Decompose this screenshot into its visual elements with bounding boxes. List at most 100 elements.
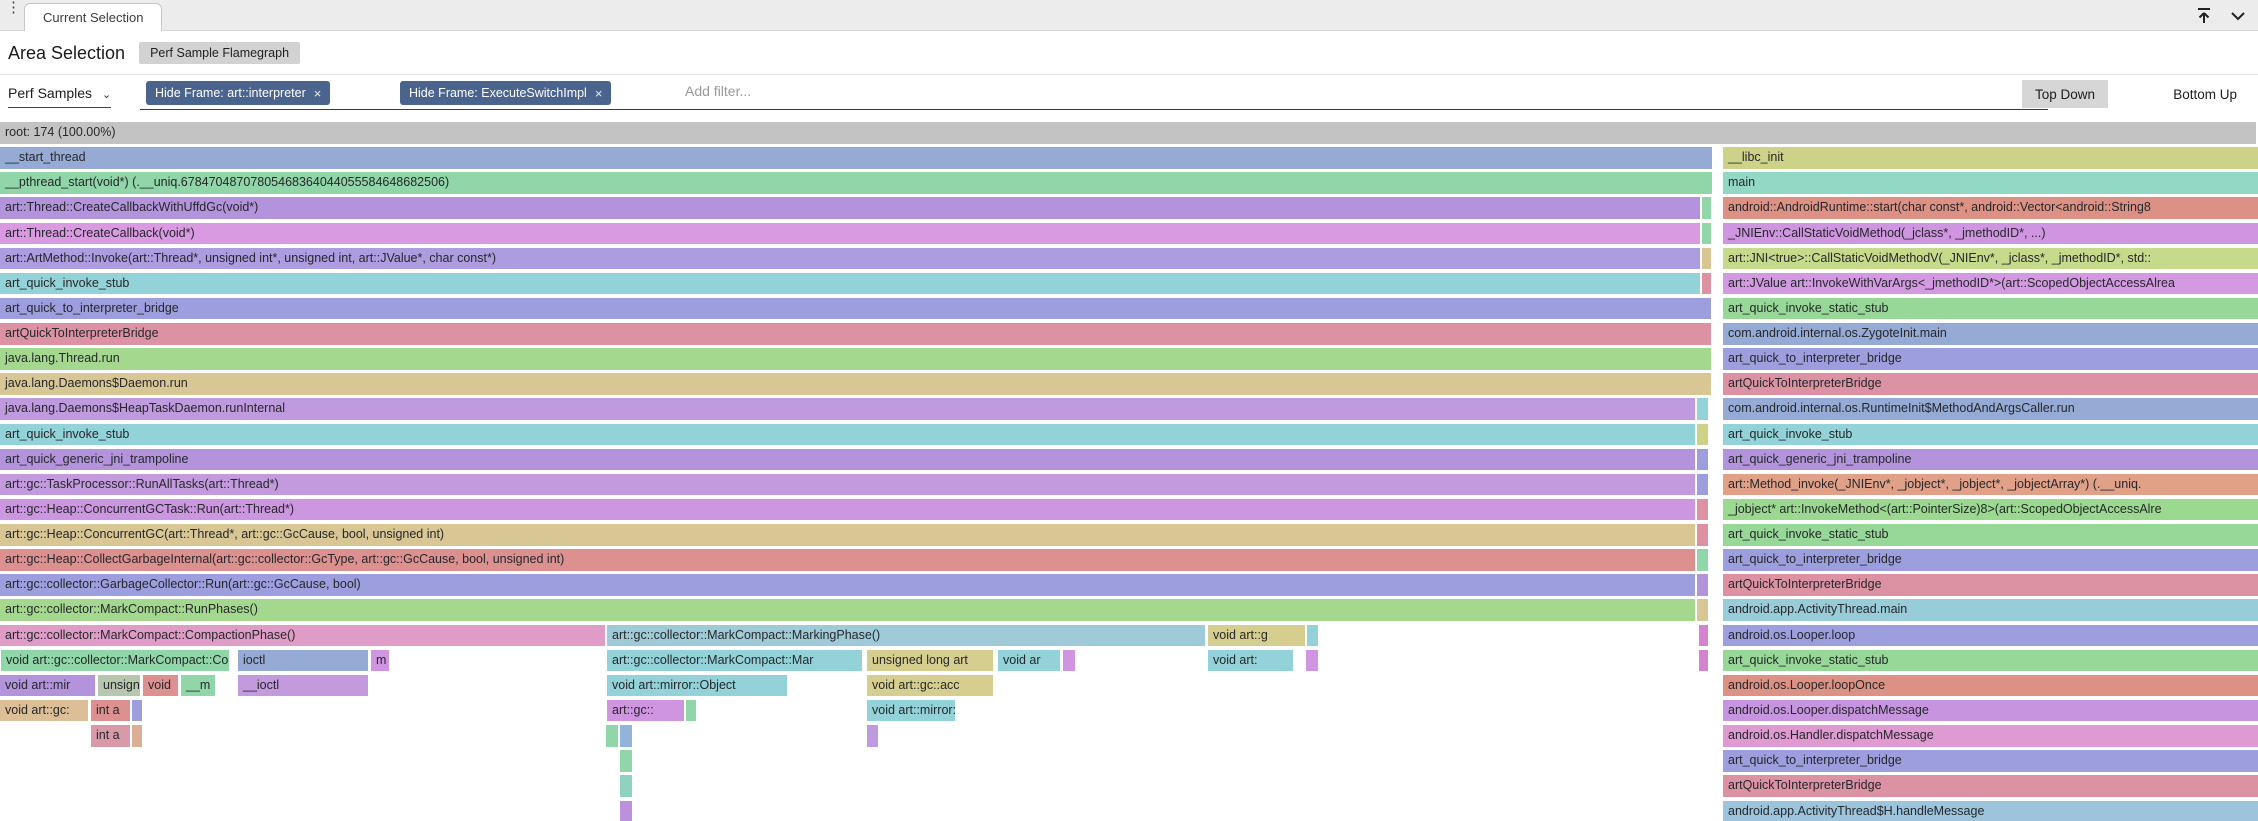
flame-bar[interactable]: android::AndroidRuntime::start(char cons… — [1723, 197, 2258, 219]
flame-bar[interactable] — [1063, 649, 1075, 672]
flame-bar[interactable]: _JNIEnv::CallStaticVoidMethod(_jclass*, … — [1723, 222, 2258, 245]
flame-bar[interactable] — [1697, 498, 1708, 521]
flame-bar[interactable]: android.os.Handler.dispatchMessage — [1723, 725, 2258, 747]
flame-bar[interactable] — [1702, 247, 1711, 270]
flame-bar[interactable]: void — [143, 674, 178, 697]
flame-bar[interactable]: unsigne — [98, 674, 140, 697]
chevron-down-icon[interactable] — [2228, 6, 2248, 26]
flame-bar[interactable]: artQuickToInterpreterBridge — [0, 323, 1711, 345]
flame-bar[interactable]: art::gc::Heap::ConcurrentGCTask::Run(art… — [0, 498, 1695, 521]
collapse-panel-icon[interactable] — [2194, 6, 2214, 26]
flame-bar[interactable] — [620, 725, 632, 747]
flame-bar[interactable]: art::gc::Heap::CollectGarbageInternal(ar… — [0, 549, 1695, 571]
flame-bar[interactable]: art_quick_invoke_stub — [0, 272, 1700, 295]
flame-bar[interactable] — [620, 800, 632, 821]
flame-bar[interactable]: android.os.Looper.loopOnce — [1723, 674, 2258, 697]
flame-bar[interactable]: art_quick_invoke_stub — [1723, 423, 2258, 446]
flame-bar[interactable] — [1697, 448, 1708, 471]
flame-root-bar[interactable]: root: 174 (100.00%) — [0, 122, 2256, 144]
flame-bar[interactable] — [620, 750, 632, 772]
flame-bar[interactable]: art::gc::collector::GarbageCollector::Ru… — [0, 574, 1695, 596]
flame-bar[interactable] — [1702, 222, 1711, 245]
flame-bar[interactable]: android.app.ActivityThread.main — [1723, 599, 2258, 621]
flame-bar[interactable]: void art::gc::acc — [867, 674, 993, 697]
flame-bar[interactable]: art::ArtMethod::Invoke(art::Thread*, uns… — [0, 247, 1700, 270]
flame-bar[interactable] — [132, 699, 142, 722]
close-icon[interactable]: × — [313, 85, 322, 101]
flame-bar[interactable]: void art: — [1208, 649, 1293, 672]
module-selector[interactable]: Perf Samples ⌄ — [8, 85, 112, 108]
flame-bar[interactable]: art_quick_to_interpreter_bridge — [1723, 750, 2258, 772]
flame-bar[interactable] — [1307, 624, 1318, 647]
flame-bar[interactable] — [1697, 473, 1708, 496]
bottom-up-button[interactable]: Bottom Up — [2160, 80, 2250, 108]
flame-bar[interactable]: art::gc:: — [607, 699, 684, 722]
filter-chip-hide-frame-interpreter[interactable]: Hide Frame: art::interpreter × — [146, 81, 331, 105]
flame-bar[interactable]: _jobject* art::InvokeMethod<(art::Pointe… — [1723, 498, 2258, 521]
flame-bar[interactable]: java.lang.Thread.run — [0, 348, 1711, 370]
flame-bar[interactable]: java.lang.Daemons$Daemon.run — [0, 373, 1711, 395]
flame-bar[interactable] — [1697, 524, 1708, 546]
drag-handle-icon[interactable]: ⋮ — [6, 0, 21, 16]
flame-bar[interactable] — [1699, 649, 1708, 672]
flame-bar[interactable]: art_quick_invoke_static_stub — [1723, 297, 2258, 320]
flame-bar[interactable]: art_quick_invoke_static_stub — [1723, 524, 2258, 546]
flame-bar[interactable]: artQuickToInterpreterBridge — [1723, 574, 2258, 596]
flame-bar[interactable]: com.android.internal.os.ZygoteInit.main — [1723, 323, 2258, 345]
flame-bar[interactable] — [1697, 574, 1708, 596]
flame-bar[interactable]: int a — [91, 725, 130, 747]
flame-bar[interactable]: art::gc::collector::MarkCompact::RunPhas… — [0, 599, 1695, 621]
flame-bar[interactable]: m — [371, 649, 389, 672]
flame-bar[interactable] — [132, 725, 142, 747]
flame-bar[interactable]: __libc_init — [1723, 147, 2258, 169]
flame-bar[interactable]: com.android.internal.os.RuntimeInit$Meth… — [1723, 398, 2258, 420]
flame-bar[interactable]: unsigned long art — [867, 649, 993, 672]
flame-bar[interactable]: art::gc::collector::MarkCompact::Compact… — [0, 624, 605, 647]
flame-bar[interactable] — [1702, 197, 1711, 219]
flame-bar[interactable] — [1697, 549, 1708, 571]
flame-bar[interactable]: void ar — [998, 649, 1060, 672]
flame-bar[interactable] — [1697, 599, 1708, 621]
close-icon[interactable]: × — [594, 85, 603, 101]
flame-bar[interactable]: __start_thread — [0, 147, 1712, 169]
flame-bar[interactable]: artQuickToInterpreterBridge — [1723, 373, 2258, 395]
flame-bar[interactable]: art_quick_generic_jni_trampoline — [0, 448, 1695, 471]
flame-bar[interactable]: void art::g — [1208, 624, 1305, 647]
flame-bar[interactable]: art_quick_invoke_stub — [0, 423, 1695, 446]
flame-bar[interactable]: void art::mirror: — [867, 699, 955, 722]
flame-bar[interactable]: art_quick_to_interpreter_bridge — [0, 297, 1711, 320]
add-filter-input[interactable] — [685, 83, 1285, 99]
flame-bar[interactable]: art::gc::collector::MarkCompact::Marking… — [607, 624, 1205, 647]
flame-bar[interactable] — [1697, 423, 1708, 446]
flame-bar[interactable] — [620, 775, 632, 797]
flame-bar[interactable]: __pthread_start(void*) (.__uniq.67847048… — [0, 172, 1712, 194]
filter-chip-hide-frame-executeswitchimpl[interactable]: Hide Frame: ExecuteSwitchImpl × — [400, 81, 612, 105]
flame-bar[interactable]: art::Method_invoke(_JNIEnv*, _jobject*, … — [1723, 473, 2258, 496]
flame-bar[interactable]: art::Thread::CreateCallback(void*) — [0, 222, 1700, 245]
flame-bar[interactable]: art_quick_generic_jni_trampoline — [1723, 448, 2258, 471]
perf-sample-flamegraph-tab[interactable]: Perf Sample Flamegraph — [139, 42, 301, 64]
flame-bar[interactable]: __ioctl — [238, 674, 368, 697]
top-down-button[interactable]: Top Down — [2021, 80, 2108, 108]
flame-bar[interactable]: art::gc::collector::MarkCompact::Mar — [607, 649, 862, 672]
flame-bar[interactable]: int a — [91, 699, 130, 722]
flame-bar[interactable]: void art::gc::collector::MarkCompact::Co — [1, 649, 229, 672]
flame-bar[interactable] — [1306, 649, 1318, 672]
flame-bar[interactable]: art::gc::Heap::ConcurrentGC(art::Thread*… — [0, 524, 1695, 546]
flame-bar[interactable]: art::JNI<true>::CallStaticVoidMethodV(_J… — [1723, 247, 2258, 270]
flame-bar[interactable]: art::gc::TaskProcessor::RunAllTasks(art:… — [0, 473, 1695, 496]
flame-bar[interactable]: android.os.Looper.loop — [1723, 624, 2258, 647]
flame-bar[interactable]: android.app.ActivityThread$H.handleMessa… — [1723, 800, 2258, 821]
flame-bar[interactable]: void art::mirror::Object — [607, 674, 787, 697]
flame-bar[interactable]: main — [1723, 172, 2258, 194]
flame-bar[interactable]: art_quick_to_interpreter_bridge — [1723, 549, 2258, 571]
flame-bar[interactable]: art::Thread::CreateCallbackWithUffdGc(vo… — [0, 197, 1700, 219]
flame-bar[interactable]: void art::mir — [0, 674, 95, 697]
flame-bar[interactable] — [686, 699, 696, 722]
flame-bar[interactable]: void art::gc: — [0, 699, 88, 722]
flame-bar[interactable] — [1702, 272, 1711, 295]
flame-bar[interactable]: __m — [181, 674, 215, 697]
flame-bar[interactable]: artQuickToInterpreterBridge — [1723, 775, 2258, 797]
tab-current-selection[interactable]: Current Selection — [24, 3, 163, 31]
flame-bar[interactable] — [867, 725, 878, 747]
